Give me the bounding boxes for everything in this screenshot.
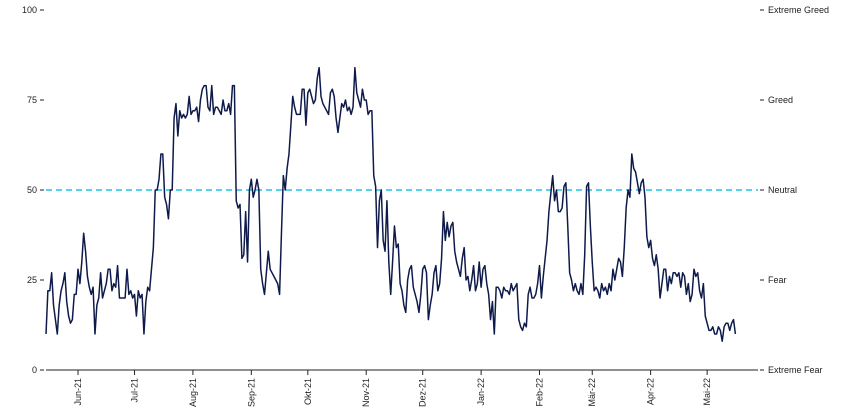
x-tick-label: Sep-21 xyxy=(246,378,256,407)
y-right-tick-label: Extreme Greed xyxy=(768,5,829,15)
y-right-tick-label: Neutral xyxy=(768,185,797,195)
y-axis-left: 0 25 50 75 100 xyxy=(22,5,44,375)
x-tick-label: Okt-21 xyxy=(303,378,313,405)
y-right-tick-label: Fear xyxy=(768,275,787,285)
x-axis-ticks: Jun-21 Jul-21 Aug-21 Sep-21 Okt-21 Nov-21 Dez-… xyxy=(73,370,712,407)
y-left-tick-label: 100 xyxy=(22,5,37,15)
y-left-tick-label: 75 xyxy=(27,95,37,105)
y-axis-right: Extreme Fear Fear Neutral Greed Extreme Gree… xyxy=(760,5,829,375)
x-tick-label: Mai-22 xyxy=(702,378,712,406)
y-right-tick-label: Extreme Fear xyxy=(768,365,823,375)
x-tick-label: Aug-21 xyxy=(188,378,198,407)
y-left-tick-label: 50 xyxy=(27,185,37,195)
x-tick-label: Nov-21 xyxy=(361,378,371,407)
x-tick-label: Jun-21 xyxy=(73,378,83,406)
x-tick-label: Jan-22 xyxy=(476,378,486,406)
y-left-tick-label: 0 xyxy=(32,365,37,375)
x-tick-label: Apr-22 xyxy=(646,378,656,405)
y-left-tick-label: 25 xyxy=(27,275,37,285)
y-right-tick-label: Greed xyxy=(768,95,793,105)
x-tick-label: Mär-22 xyxy=(587,378,597,407)
fear-greed-series-line xyxy=(45,66,737,342)
x-tick-label: Jul-21 xyxy=(130,378,140,403)
x-tick-label: Dez-21 xyxy=(418,378,428,407)
x-tick-label: Feb-22 xyxy=(535,378,545,407)
